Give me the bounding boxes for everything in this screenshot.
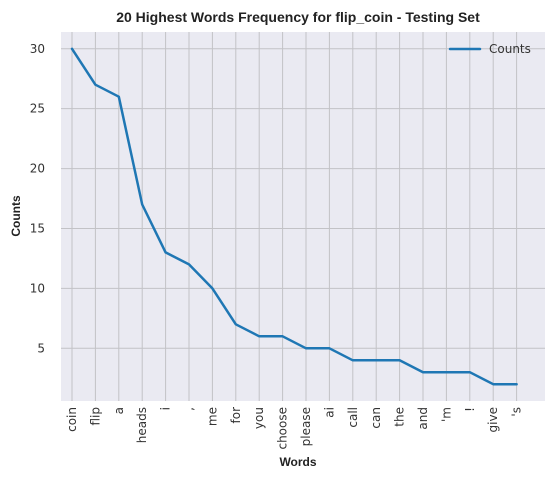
x-tick-label: call [346, 407, 360, 428]
legend-label: Counts [489, 42, 531, 56]
x-axis-label: Words [279, 455, 316, 469]
x-tick-label: ! [463, 407, 477, 412]
x-tick-label: 'm [439, 407, 453, 422]
y-tick-label: 30 [30, 42, 45, 56]
chart-title: 20 Highest Words Frequency for flip_coin… [116, 9, 480, 25]
x-tick-labels: coin flip a heads i, me for you choose please ai ca… [65, 407, 524, 450]
y-tick-label: 10 [30, 281, 45, 295]
series-line-counts [70, 47, 518, 386]
x-tick-label: can [369, 407, 383, 429]
series-layer [70, 47, 518, 386]
plot-background [61, 32, 545, 401]
y-tick-label: 25 [30, 102, 45, 116]
y-tick-label: 20 [30, 162, 45, 176]
x-tick-label: you [252, 407, 266, 429]
y-tick-label: 15 [30, 221, 45, 235]
x-tick-label: the [393, 407, 407, 427]
y-axis-label: Counts [9, 195, 23, 237]
y-tick-label: 5 [37, 341, 45, 355]
x-tick-label: please [299, 407, 313, 446]
x-tick-label: give [486, 407, 500, 432]
x-tick-label: ai [322, 407, 336, 418]
x-tick-label: and [416, 407, 430, 430]
x-tick-label: me [205, 407, 219, 426]
x-tick-label: heads [135, 407, 149, 443]
legend: Counts [448, 42, 531, 56]
x-tick-label: a [112, 407, 126, 414]
x-tick-label: i [159, 407, 173, 410]
x-tick-label: coin [65, 407, 79, 432]
x-tick-label: 's [510, 407, 524, 417]
x-tick-label: for [229, 407, 243, 424]
x-tick-label: flip [88, 407, 102, 426]
y-tick-labels: 5 10 15 20 25 30 [30, 42, 45, 356]
x-tick-label: choose [276, 407, 290, 450]
x-tick-label: , [182, 407, 196, 411]
